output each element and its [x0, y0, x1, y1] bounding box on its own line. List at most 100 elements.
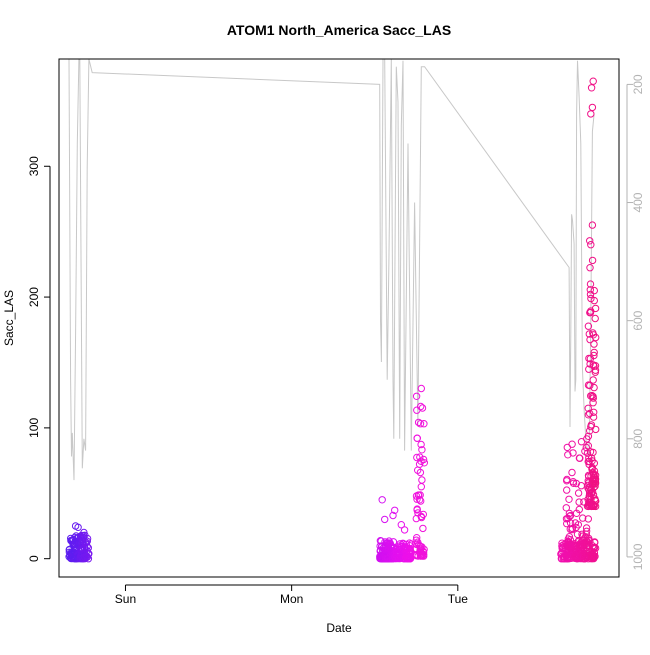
data-point — [590, 408, 598, 416]
data-point — [417, 550, 425, 558]
data-point — [572, 509, 581, 517]
data-point — [378, 496, 386, 504]
data-point — [403, 550, 411, 558]
data-point — [566, 512, 574, 520]
data-point — [563, 443, 571, 452]
plot-frame — [58, 58, 620, 578]
data-point — [584, 442, 592, 450]
data-point — [568, 468, 576, 477]
data-point — [585, 330, 593, 338]
data-point — [563, 519, 571, 528]
data-point — [589, 77, 597, 85]
data-point — [589, 501, 597, 510]
data-point — [413, 534, 421, 542]
data-point — [413, 434, 421, 442]
data-point — [566, 511, 575, 520]
data-point — [584, 432, 593, 440]
reference-line-layer — [68, 59, 595, 481]
data-point — [566, 540, 575, 548]
y2-tick-label: 1000 — [631, 543, 645, 570]
data-point — [569, 478, 577, 486]
data-point — [586, 308, 594, 317]
data-point — [412, 392, 421, 400]
data-point — [574, 489, 583, 497]
data-point — [590, 348, 598, 357]
y2-tick-label: 800 — [631, 428, 645, 448]
data-point — [414, 538, 422, 546]
axis-layer: 0 100 200 300 200 400 600 800 1000 Sun Mon Tue — [27, 74, 645, 606]
data-point — [401, 554, 410, 562]
data-point — [399, 540, 408, 548]
data-point — [412, 551, 421, 560]
data-point — [589, 376, 597, 384]
data-point — [384, 544, 392, 552]
data-point — [415, 496, 424, 504]
data-point — [575, 454, 584, 462]
data-point — [417, 384, 425, 393]
data-point — [74, 523, 82, 531]
data-point — [80, 544, 89, 552]
data-point — [417, 402, 425, 411]
y-tick-label: 0 — [27, 555, 41, 562]
y-axis-label: Sacc_LAS — [2, 290, 16, 346]
data-point — [587, 392, 595, 400]
reference-series-line — [68, 59, 595, 481]
data-point — [584, 515, 592, 523]
data-point — [586, 237, 594, 245]
data-point — [581, 447, 589, 455]
data-point — [574, 538, 582, 546]
data-point — [586, 409, 594, 418]
data-point — [586, 381, 594, 390]
data-point — [583, 481, 592, 490]
data-point — [586, 360, 594, 368]
data-point — [71, 538, 80, 546]
data-point — [565, 533, 574, 541]
data-point — [413, 506, 421, 514]
data-point — [420, 420, 428, 428]
data-point — [417, 440, 425, 449]
data-point — [394, 554, 403, 563]
data-point — [591, 304, 600, 313]
data-point — [84, 555, 93, 563]
data-point — [418, 543, 426, 551]
data-point — [586, 264, 594, 272]
data-point — [400, 526, 409, 534]
data-point — [586, 286, 594, 294]
scatter-point-layer — [65, 77, 600, 563]
data-point — [418, 446, 426, 454]
data-point — [565, 495, 573, 503]
data-point — [579, 514, 587, 522]
data-point — [565, 538, 573, 546]
data-point — [562, 504, 570, 512]
data-point — [571, 552, 579, 560]
data-point — [587, 472, 595, 480]
data-point — [563, 475, 571, 484]
data-point — [417, 457, 425, 465]
data-point — [414, 509, 422, 517]
y2-tick-label: 400 — [631, 192, 645, 212]
data-point — [585, 365, 593, 373]
data-point — [589, 399, 597, 407]
data-point — [412, 536, 421, 544]
y-tick-label: 100 — [27, 418, 41, 438]
data-point — [587, 84, 596, 92]
data-point — [389, 511, 397, 520]
data-point — [590, 296, 598, 305]
data-point — [414, 418, 423, 427]
data-point — [591, 368, 599, 376]
x-axis-label: Date — [326, 621, 352, 635]
data-point — [590, 286, 598, 295]
y-tick-label: 200 — [27, 287, 41, 307]
data-point — [585, 354, 593, 363]
data-point — [404, 553, 412, 562]
data-point — [416, 453, 424, 461]
data-point — [590, 340, 598, 348]
data-point — [419, 510, 427, 519]
data-point — [578, 530, 586, 538]
data-point — [587, 241, 595, 249]
data-point — [413, 453, 421, 462]
data-point — [570, 553, 578, 562]
data-point — [591, 314, 599, 323]
data-point — [65, 545, 74, 554]
